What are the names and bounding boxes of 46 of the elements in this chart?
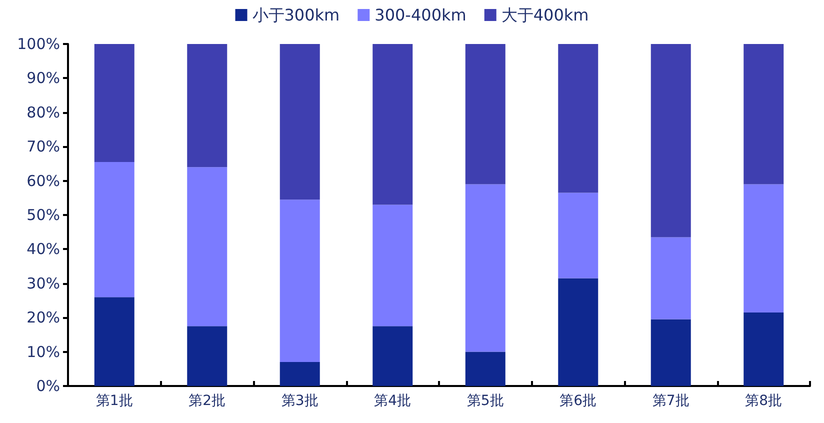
bar [744,312,784,386]
bar [558,192,598,278]
bar [744,44,784,184]
y-tick-label: 20% [26,308,60,327]
y-tick-label: 60% [26,172,60,190]
bar [650,319,691,386]
y-tick-label: 90% [26,69,60,88]
y-tick-label: 70% [26,138,60,156]
bar [187,167,228,326]
legend-label: 小于300km [252,6,340,24]
y-tick-label: 80% [26,103,60,122]
bar [465,184,506,352]
x-tick-label: 第3批 [281,393,318,409]
bar [744,184,784,312]
bar [372,204,413,326]
bar [280,44,320,200]
x-tick-label: 第4批 [374,393,412,409]
bar [465,352,506,386]
y-tick-label: 10% [26,342,60,361]
bar [280,200,320,362]
x-tick-label: 第2批 [188,393,226,409]
legend-label: 300-400km [374,6,466,24]
legend-label: 大于400km [501,6,589,24]
bar [558,278,598,386]
bar [372,326,413,386]
x-tick-label: 第6批 [560,393,597,409]
y-tick-label: 0% [36,377,60,395]
bar [650,237,691,320]
bar [372,44,413,205]
bar [650,44,691,238]
x-tick-label: 第1批 [96,393,133,409]
bar [187,44,228,168]
y-tick-label: 30% [26,274,60,292]
bar [187,326,228,386]
x-tick-label: 第7批 [652,393,690,409]
bar [558,44,598,193]
bar [94,297,134,386]
y-tick-label: 40% [26,240,60,258]
x-tick-label: 第8批 [745,393,782,409]
bar [94,162,134,298]
bar [280,362,320,386]
bar [465,44,506,184]
y-tick-label: 100% [17,35,60,53]
y-tick-label: 50% [26,206,60,224]
bar [94,44,134,162]
x-tick-label: 第5批 [466,393,504,409]
